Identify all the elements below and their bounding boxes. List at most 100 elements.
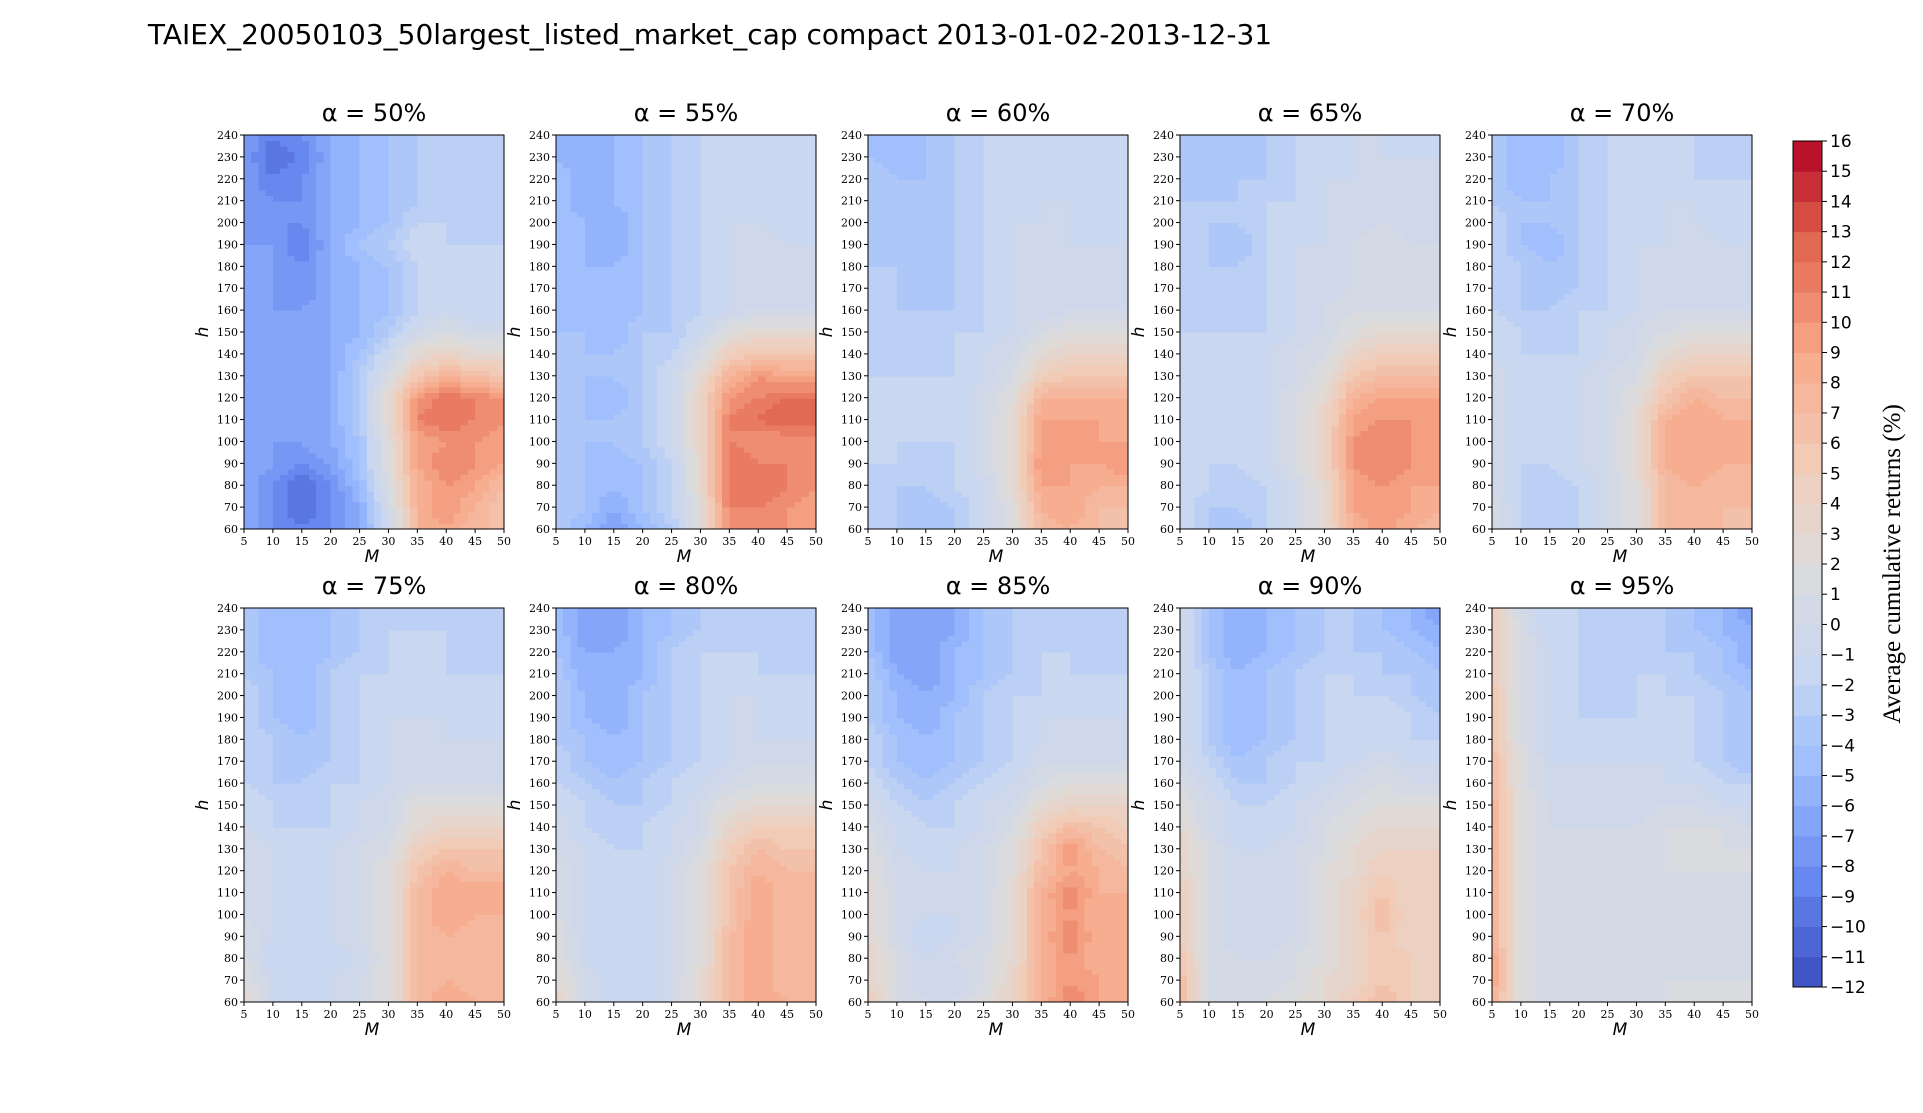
- heatmap-cell: [410, 173, 418, 179]
- heatmap-cell: [273, 502, 281, 508]
- heatmap-cell: [751, 277, 759, 283]
- heatmap-cell: [570, 447, 578, 453]
- heatmap-cell: [729, 228, 737, 234]
- heatmap-cell: [621, 321, 629, 327]
- heatmap-cell: [758, 425, 766, 431]
- heatmap-cell: [316, 190, 324, 196]
- heatmap-cell: [432, 223, 440, 229]
- heatmap-cell: [679, 387, 687, 393]
- heatmap-cell: [374, 474, 382, 480]
- heatmap-cell: [787, 403, 795, 409]
- heatmap-cell: [570, 354, 578, 360]
- heatmap-cell: [461, 234, 469, 240]
- heatmap-cell: [331, 294, 339, 300]
- heatmap-cell: [563, 513, 571, 519]
- heatmap-cell: [729, 223, 737, 229]
- heatmap-cell: [266, 206, 274, 212]
- heatmap-cell: [280, 146, 288, 152]
- heatmap-cell: [715, 305, 723, 311]
- heatmap-cell: [244, 239, 252, 245]
- heatmap-cell: [585, 250, 593, 256]
- heatmap-cell: [396, 507, 404, 513]
- heatmap-cell: [432, 327, 440, 333]
- heatmap-cell: [287, 348, 295, 354]
- heatmap-cell: [585, 217, 593, 223]
- heatmap-cell: [672, 414, 680, 420]
- heatmap-cell: [672, 392, 680, 398]
- heatmap-cell: [751, 392, 759, 398]
- heatmap-cell: [482, 348, 490, 354]
- heatmap-cell: [345, 244, 353, 250]
- heatmap-cell: [643, 436, 651, 442]
- heatmap-cell: [403, 173, 411, 179]
- heatmap-cell: [367, 266, 375, 272]
- heatmap-cell: [672, 337, 680, 343]
- heatmap-cell: [570, 436, 578, 442]
- heatmap-cell: [599, 507, 607, 513]
- heatmap-cell: [388, 409, 396, 415]
- heatmap-cell: [468, 310, 476, 316]
- heatmap-cell: [686, 261, 694, 267]
- heatmap-cell: [374, 365, 382, 371]
- heatmap-cell: [650, 381, 658, 387]
- heatmap-cell: [585, 228, 593, 234]
- heatmap-cell: [744, 348, 752, 354]
- heatmap-cell: [657, 431, 665, 437]
- heatmap-cell: [708, 354, 716, 360]
- heatmap-cell: [607, 480, 615, 486]
- heatmap-cell: [302, 140, 310, 146]
- heatmap-cell: [715, 277, 723, 283]
- heatmap-cell: [251, 272, 259, 278]
- heatmap-cell: [787, 195, 795, 201]
- heatmap-cell: [266, 354, 274, 360]
- heatmap-cell: [468, 431, 476, 437]
- heatmap-cell: [309, 452, 317, 458]
- heatmap-cell: [295, 288, 303, 294]
- heatmap-cell: [693, 201, 701, 207]
- heatmap-cell: [497, 168, 505, 174]
- heatmap-cell: [323, 343, 331, 349]
- heatmap-cell: [628, 234, 636, 240]
- heatmap-cell: [287, 513, 295, 519]
- heatmap-cell: [614, 272, 622, 278]
- heatmap-cell: [809, 447, 817, 453]
- heatmap-cell: [461, 409, 469, 415]
- heatmap-cell: [722, 436, 730, 442]
- heatmap-cell: [744, 239, 752, 245]
- heatmap-cell: [417, 305, 425, 311]
- heatmap-cell: [251, 480, 259, 486]
- heatmap-cell: [556, 288, 564, 294]
- heatmap-cell: [585, 190, 593, 196]
- heatmap-cell: [323, 502, 331, 508]
- heatmap-cell: [280, 485, 288, 491]
- heatmap-cell: [765, 190, 773, 196]
- heatmap-cell: [708, 513, 716, 519]
- heatmap-cell: [570, 206, 578, 212]
- heatmap-cell: [244, 277, 252, 283]
- heatmap-cell: [592, 359, 600, 365]
- heatmap-cell: [446, 447, 454, 453]
- heatmap-cell: [295, 518, 303, 524]
- heatmap-cell: [614, 491, 622, 497]
- heatmap-cell: [809, 491, 817, 497]
- heatmap-cell: [607, 485, 615, 491]
- heatmap-cell: [737, 392, 745, 398]
- heatmap-cell: [461, 206, 469, 212]
- heatmap-cell: [410, 288, 418, 294]
- heatmap-cell: [570, 316, 578, 322]
- heatmap-cell: [338, 283, 346, 289]
- heatmap-cell: [802, 502, 810, 508]
- heatmap-cell: [316, 507, 324, 513]
- heatmap-cell: [258, 420, 266, 426]
- heatmap-cell: [657, 376, 665, 382]
- heatmap-cell: [396, 321, 404, 327]
- heatmap-cell: [266, 348, 274, 354]
- heatmap-cell: [737, 261, 745, 267]
- heatmap-cell: [614, 337, 622, 343]
- heatmap-cell: [556, 425, 564, 431]
- heatmap-cell: [570, 513, 578, 519]
- heatmap-cell: [295, 381, 303, 387]
- heatmap-cell: [280, 321, 288, 327]
- heatmap-cell: [475, 184, 483, 190]
- heatmap-cell: [410, 168, 418, 174]
